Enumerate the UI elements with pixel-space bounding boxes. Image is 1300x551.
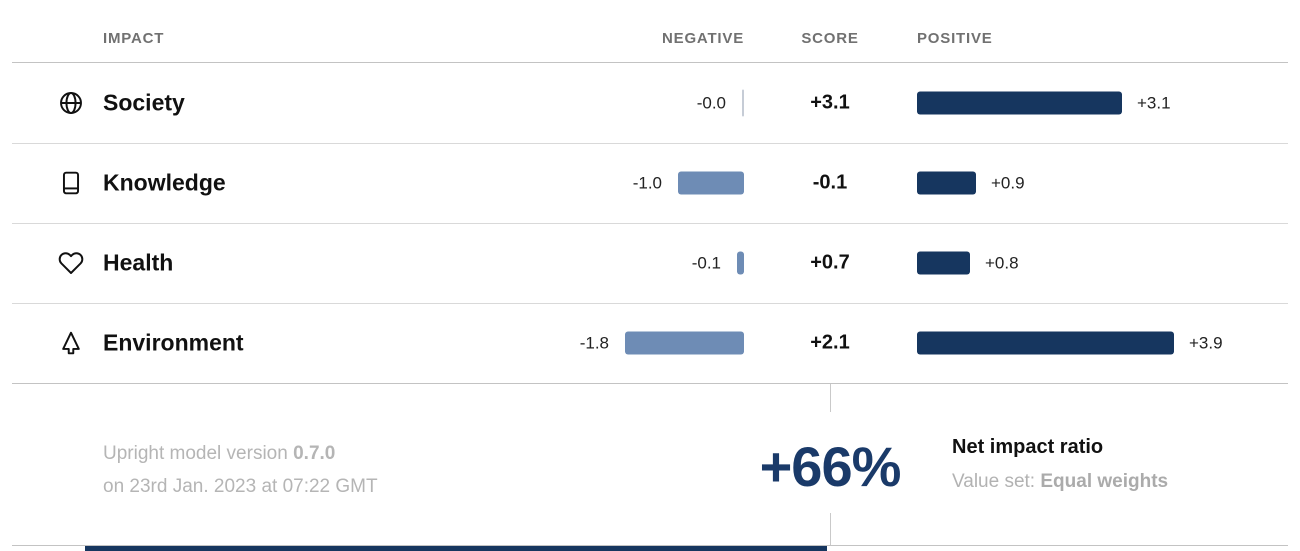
negative-bar-group: -1.8 (579, 331, 744, 355)
positive-value-label: +3.9 (1189, 333, 1223, 352)
header-divider (12, 62, 1288, 63)
negative-bar (625, 331, 744, 355)
book-icon (58, 170, 84, 196)
score-value: +0.7 (810, 251, 850, 274)
impact-row: Society -0.0 +3.1 +3.1 (0, 63, 1300, 143)
net-impact-ratio-label: Net impact ratio (952, 436, 1104, 458)
row-divider (12, 143, 1288, 144)
negative-bar-group: -0.0 (696, 89, 744, 117)
negative-value-label: -0.0 (696, 93, 726, 112)
row-label: Society (103, 89, 185, 116)
column-header-impact: IMPACT (103, 30, 165, 47)
positive-value-label: +0.9 (991, 173, 1025, 192)
row-divider (12, 303, 1288, 304)
score-value: +2.1 (810, 331, 850, 354)
heart-icon (58, 250, 84, 276)
positive-value-label: +0.8 (985, 253, 1019, 272)
globe-icon (58, 90, 84, 116)
impact-row: Environment -1.8 +2.1 +3.9 (0, 303, 1300, 383)
negative-bar-group: -1.0 (632, 171, 744, 195)
bottom-divider (12, 545, 1288, 546)
net-impact-ratio-value: +66% (759, 435, 902, 498)
negative-bar (737, 251, 744, 275)
row-label: Knowledge (103, 169, 226, 196)
value-set-label: Value set: (952, 471, 1041, 492)
model-version-info: Upright model version 0.7.0 on 23rd Jan.… (103, 437, 378, 503)
positive-bar-group: +0.9 (917, 171, 1025, 195)
positive-bar-group: +3.1 (917, 91, 1171, 115)
positive-bar (917, 91, 1122, 115)
value-set-value: Equal weights (1040, 471, 1169, 492)
negative-value-label: -1.8 (579, 333, 609, 352)
column-header-negative: NEGATIVE (662, 30, 744, 47)
value-set-line: Value set: Equal weights (952, 471, 1168, 493)
net-impact-ratio-block: Net impact ratio Value set: Equal weight… (952, 436, 1168, 493)
negative-bar (678, 171, 744, 195)
model-timestamp: on 23rd Jan. 2023 at 07:22 GMT (103, 476, 378, 497)
positive-value-label: +3.1 (1137, 93, 1171, 112)
model-version-number: 0.7.0 (293, 443, 336, 464)
negative-bar-group: -0.1 (691, 251, 744, 275)
positive-bar-group: +0.8 (917, 251, 1019, 275)
positive-bar-group: +3.9 (917, 331, 1223, 355)
score-value: -0.1 (812, 171, 848, 194)
column-header-positive: POSITIVE (917, 30, 993, 47)
section-divider (12, 383, 1288, 384)
model-version-prefix: Upright model version (103, 443, 294, 464)
positive-bar (917, 331, 1174, 355)
row-label: Health (103, 249, 174, 276)
row-label: Environment (103, 329, 244, 356)
impact-row: Knowledge -1.0 -0.1 +0.9 (0, 143, 1300, 223)
positive-bar (917, 171, 976, 195)
negative-value-label: -0.1 (691, 253, 721, 272)
score-value: +3.1 (810, 91, 850, 114)
impact-row: Health -0.1 +0.7 +0.8 (0, 223, 1300, 303)
bottom-accent-bar (85, 546, 827, 551)
ratio-top-tick (830, 384, 831, 412)
zero-tick (742, 89, 744, 117)
tree-icon (58, 330, 84, 356)
column-header-score: SCORE (801, 30, 859, 47)
negative-value-label: -1.0 (632, 173, 662, 192)
row-divider (12, 223, 1288, 224)
positive-bar (917, 251, 970, 275)
ratio-bottom-tick (830, 513, 831, 545)
